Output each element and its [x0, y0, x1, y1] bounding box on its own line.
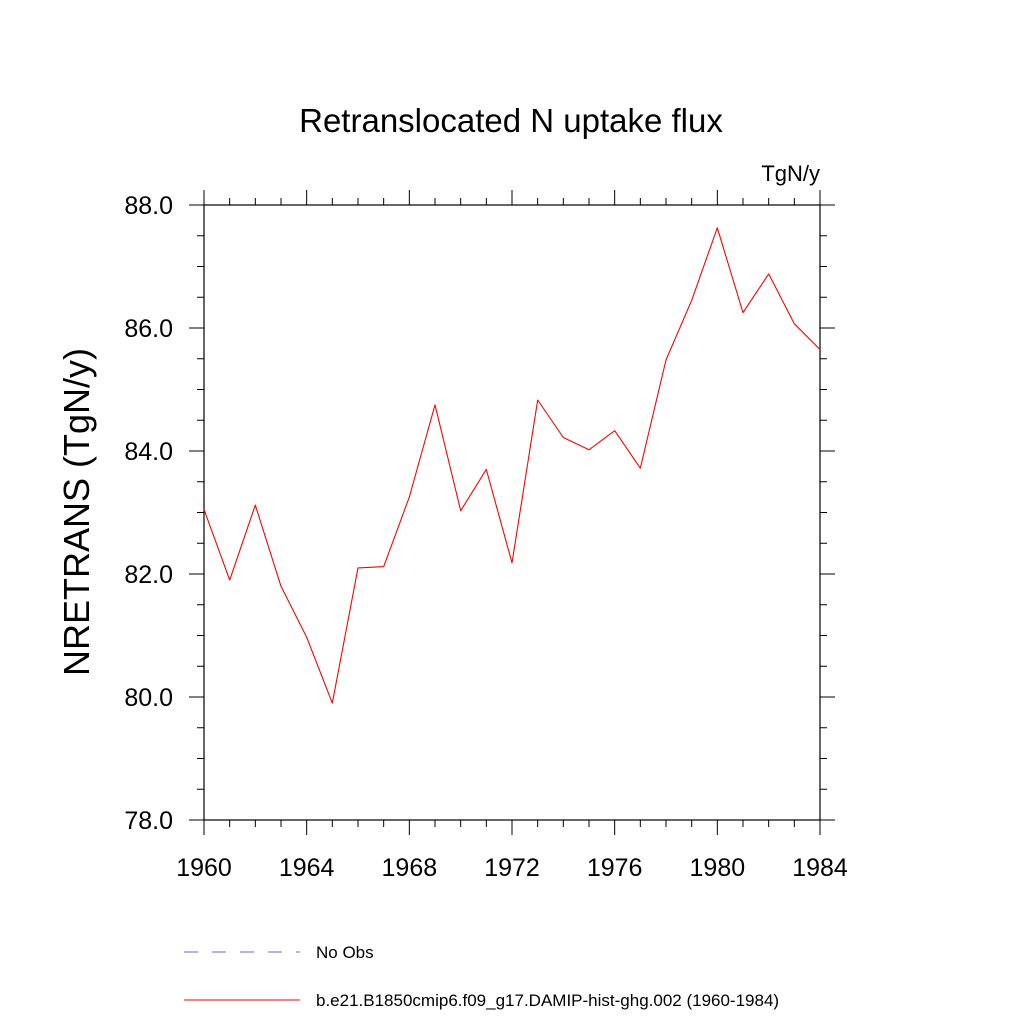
- x-tick-label: 1972: [484, 854, 540, 882]
- units-label: TgN/y: [761, 161, 820, 186]
- y-tick-label: 80.0: [124, 684, 173, 712]
- legend: No Obs b.e21.B1850cmip6.f09_g17.DAMIP-his…: [184, 943, 779, 1010]
- legend-label: No Obs: [316, 943, 374, 962]
- y-axis-tick-labels: 78.0 80.0 82.0 84.0 86.0 88.0: [124, 192, 173, 835]
- x-tick-label: 1968: [382, 854, 438, 882]
- x-axis-tick-labels: 1960 1964 1968 1972 1976 1980 1984: [176, 854, 848, 882]
- y-tick-label: 82.0: [124, 561, 173, 589]
- y-tick-label: 84.0: [124, 438, 173, 466]
- series-group: [203, 227, 821, 704]
- x-axis-ticks: [203, 190, 821, 835]
- plot-frame: [203, 204, 821, 821]
- y-tick-label: 78.0: [124, 807, 173, 835]
- y-tick-label: 88.0: [124, 192, 173, 220]
- x-tick-label: 1964: [279, 854, 335, 882]
- x-tick-label: 1980: [690, 854, 746, 882]
- x-tick-label: 1984: [792, 854, 848, 882]
- x-tick-label: 1976: [587, 854, 643, 882]
- chart-title: Retranslocated N uptake flux: [299, 102, 723, 139]
- y-axis-ticks: [189, 204, 835, 821]
- series-line: [203, 227, 821, 704]
- y-axis-label: NRETRANS (TgN/y): [56, 348, 97, 676]
- y-tick-label: 86.0: [124, 315, 173, 343]
- x-tick-label: 1960: [176, 854, 232, 882]
- legend-label: b.e21.B1850cmip6.f09_g17.DAMIP-hist-ghg.…: [316, 991, 779, 1010]
